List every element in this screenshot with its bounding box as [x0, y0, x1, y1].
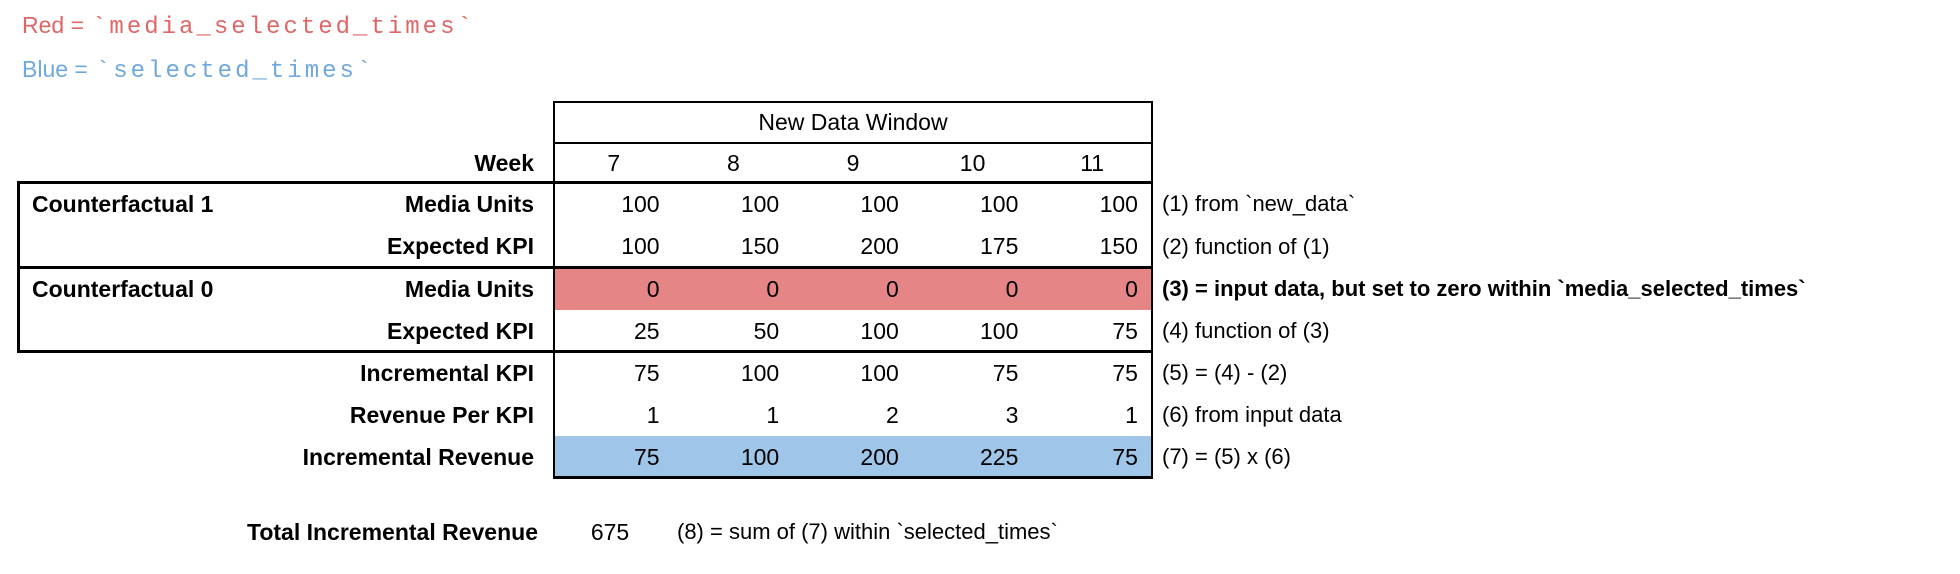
- data-cell: 100: [860, 190, 899, 217]
- row-annotation-1: (1) from `new_data`: [1162, 191, 1356, 217]
- data-cell: 2: [885, 401, 899, 428]
- data-cell: 100: [860, 359, 899, 386]
- legend-red-code: `media_selected_times`: [92, 14, 475, 41]
- table-border-line: [1151, 101, 1153, 479]
- data-cell-blue-highlight: 75: [554, 436, 674, 478]
- legend-red-label: Red =: [22, 12, 85, 38]
- metric-label: Expected KPI: [387, 233, 534, 260]
- data-cell: 3: [1005, 401, 1019, 428]
- table-border-line: [17, 266, 1153, 269]
- row-annotation-7: (7) = (5) x (6): [1162, 444, 1291, 469]
- data-cell-red-highlight: 0: [793, 268, 913, 310]
- table-header-new-data-window: New Data Window: [758, 109, 948, 135]
- color-legend: Red = `media_selected_times` Blue = `sel…: [22, 12, 475, 100]
- data-cell: 150: [740, 233, 780, 260]
- table-border-line: [553, 101, 1153, 103]
- total-annotation-8: (8) = sum of (7) within `selected_times`: [677, 519, 1058, 544]
- data-cell: 150: [1099, 233, 1138, 260]
- week-row-label: Week: [474, 149, 534, 176]
- total-incremental-revenue-value: 675: [590, 518, 630, 545]
- row-annotation-2: (2) function of (1): [1162, 233, 1330, 259]
- legend-blue-line: Blue = `selected_times`: [22, 56, 475, 100]
- week-col-header: 9: [846, 149, 860, 176]
- legend-blue-code: `selected_times`: [95, 58, 375, 85]
- data-cell: 100: [740, 190, 780, 217]
- metric-label: Media Units: [404, 190, 534, 217]
- group-label-counterfactual-0: Counterfactual 0: [32, 275, 214, 302]
- data-cell: 100: [1099, 190, 1138, 217]
- data-cell: 100: [980, 190, 1019, 217]
- metric-label: Incremental Revenue: [302, 443, 534, 470]
- data-cell: 1: [646, 401, 660, 428]
- data-cell-blue-highlight: 75: [1032, 436, 1152, 478]
- row-annotation-3: (3) = input data, but set to zero within…: [1162, 276, 1806, 301]
- table-border-line: [553, 476, 1153, 479]
- legend-red-line: Red = `media_selected_times`: [22, 12, 475, 56]
- data-cell: 100: [621, 233, 660, 260]
- data-cell-red-highlight: 0: [673, 268, 794, 310]
- row-annotation-6: (6) from input data: [1162, 402, 1342, 427]
- table-border-line: [553, 142, 1153, 144]
- week-col-header: 7: [607, 149, 621, 176]
- week-col-header: 8: [726, 149, 740, 176]
- week-col-header: 10: [959, 149, 986, 176]
- data-cell: 50: [753, 317, 780, 344]
- metric-label: Incremental KPI: [360, 359, 534, 386]
- data-cell: 75: [992, 359, 1019, 386]
- table-border-line: [553, 101, 555, 479]
- table-border-line: [17, 350, 1153, 353]
- data-cell: 1: [766, 401, 780, 428]
- week-col-header: 11: [1080, 149, 1105, 176]
- data-cell-red-highlight: 0: [912, 268, 1033, 310]
- row-annotation-4: (4) function of (3): [1162, 318, 1330, 343]
- metric-label: Media Units: [404, 275, 534, 302]
- data-cell-blue-highlight: 225: [912, 436, 1033, 478]
- data-cell: 75: [1112, 317, 1138, 344]
- data-cell: 75: [1112, 359, 1138, 386]
- data-cell: 25: [634, 317, 660, 344]
- data-cell-blue-highlight: 100: [673, 436, 794, 478]
- total-incremental-revenue-label: Total Incremental Revenue: [247, 518, 538, 545]
- data-cell: 100: [740, 359, 780, 386]
- data-cell-red-highlight: 0: [1032, 268, 1152, 310]
- data-cell: 100: [860, 317, 899, 344]
- group-label-counterfactual-1: Counterfactual 1: [32, 190, 214, 217]
- row-annotation-5: (5) = (4) - (2): [1162, 360, 1288, 385]
- data-cell: 100: [621, 190, 660, 217]
- data-cell: 75: [634, 359, 660, 386]
- data-cell: 100: [980, 317, 1019, 344]
- legend-blue-label: Blue =: [22, 56, 88, 82]
- data-cell: 175: [980, 233, 1019, 260]
- metric-label: Expected KPI: [387, 317, 534, 344]
- data-cell-blue-highlight: 200: [793, 436, 913, 478]
- data-cell: 200: [860, 233, 899, 260]
- table-border-line: [17, 181, 20, 353]
- counterfactual-table: New Data Window Week 7 8 9 10 11 Counter…: [18, 102, 1152, 478]
- data-cell-red-highlight: 0: [554, 268, 674, 310]
- data-cell: 1: [1125, 401, 1138, 428]
- metric-label: Revenue Per KPI: [349, 401, 534, 428]
- table-border-line: [17, 181, 1153, 184]
